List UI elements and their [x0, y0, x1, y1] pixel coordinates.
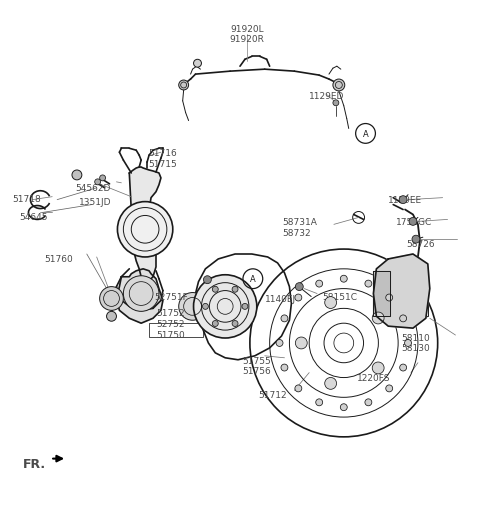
Circle shape: [340, 404, 347, 411]
Text: 1129EE: 1129EE: [388, 195, 422, 204]
Circle shape: [400, 364, 407, 371]
Circle shape: [100, 176, 106, 182]
Polygon shape: [373, 254, 430, 328]
Text: FR.: FR.: [23, 457, 46, 470]
Circle shape: [232, 321, 238, 327]
Circle shape: [333, 101, 339, 106]
Circle shape: [95, 180, 101, 185]
Text: 51760: 51760: [44, 254, 73, 264]
Circle shape: [386, 385, 393, 392]
Circle shape: [232, 287, 238, 293]
Text: 58110
58130: 58110 58130: [401, 333, 430, 353]
Text: 58151C: 58151C: [322, 292, 357, 301]
Circle shape: [203, 304, 208, 310]
Circle shape: [295, 295, 302, 301]
Circle shape: [365, 280, 372, 288]
Circle shape: [107, 312, 117, 322]
Circle shape: [316, 280, 323, 288]
Circle shape: [193, 275, 257, 338]
Text: 1751GC: 1751GC: [396, 218, 432, 227]
Polygon shape: [129, 167, 161, 284]
Circle shape: [281, 315, 288, 322]
Text: 51716
51715: 51716 51715: [148, 149, 177, 168]
Text: 51752
52752: 51752 52752: [156, 309, 185, 328]
Circle shape: [276, 340, 283, 347]
Circle shape: [212, 287, 218, 293]
Text: 1351JD: 1351JD: [79, 197, 111, 206]
Circle shape: [333, 80, 345, 92]
Text: A: A: [363, 130, 369, 138]
Circle shape: [204, 276, 211, 284]
Circle shape: [399, 196, 407, 204]
Circle shape: [295, 385, 302, 392]
Text: 1129ED: 1129ED: [309, 92, 345, 101]
Text: 51755
51756: 51755 51756: [242, 356, 271, 376]
Text: 91920L
91920R: 91920L 91920R: [229, 24, 264, 44]
Circle shape: [193, 60, 202, 68]
Bar: [149, 324, 204, 337]
Text: 58731A
58732: 58731A 58732: [283, 218, 317, 237]
Circle shape: [325, 297, 336, 309]
Circle shape: [179, 81, 189, 91]
Polygon shape: [373, 271, 390, 317]
Circle shape: [123, 276, 159, 312]
Text: 1220FS: 1220FS: [357, 373, 390, 382]
Circle shape: [340, 276, 347, 282]
Circle shape: [372, 362, 384, 374]
Polygon shape: [117, 269, 163, 324]
Circle shape: [295, 337, 307, 349]
Text: 1140EJ: 1140EJ: [264, 294, 296, 303]
Text: 51712: 51712: [259, 390, 288, 400]
Text: 58726: 58726: [406, 240, 435, 249]
Text: 51750: 51750: [156, 330, 185, 340]
Circle shape: [386, 295, 393, 301]
Circle shape: [118, 202, 173, 258]
Circle shape: [100, 287, 123, 310]
Text: 54562D: 54562D: [75, 183, 110, 192]
Text: A: A: [250, 275, 256, 284]
Circle shape: [242, 304, 248, 310]
Circle shape: [295, 283, 303, 291]
Text: 51718: 51718: [12, 194, 41, 203]
Circle shape: [365, 399, 372, 406]
Circle shape: [400, 315, 407, 322]
Circle shape: [316, 399, 323, 406]
Circle shape: [179, 293, 206, 321]
Circle shape: [409, 218, 417, 226]
Circle shape: [325, 378, 336, 389]
Circle shape: [372, 313, 384, 324]
Text: 54645: 54645: [20, 213, 48, 222]
Circle shape: [212, 321, 218, 327]
Circle shape: [405, 340, 411, 347]
Circle shape: [72, 171, 82, 181]
Circle shape: [281, 364, 288, 371]
Circle shape: [412, 236, 420, 244]
Text: 52751F: 52751F: [154, 292, 188, 301]
